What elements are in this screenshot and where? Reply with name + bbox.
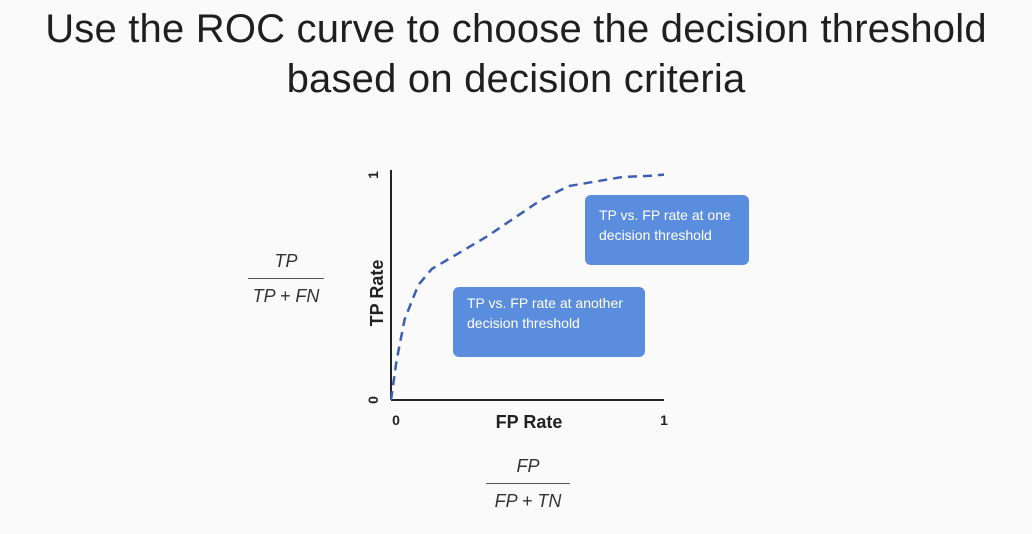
fp-rate-formula: FP FP + TN — [486, 455, 570, 512]
y-tick-label-0: 0 — [365, 396, 381, 404]
roc-curve-line — [389, 173, 665, 401]
x-tick-label-1: 1 — [660, 412, 668, 428]
tp-rate-numerator: TP — [274, 251, 298, 271]
fp-rate-fraction-bar — [486, 483, 570, 484]
y-axis-label: TP Rate — [367, 260, 387, 327]
slide-title: Use the ROC curve to choose the decision… — [0, 4, 1032, 104]
x-axis-label: FP Rate — [496, 412, 563, 432]
tp-rate-denominator: TP + FN — [252, 286, 320, 306]
y-tick-label-1: 1 — [365, 171, 381, 179]
slide-title-line1: Use the ROC curve to choose the decision… — [45, 7, 987, 51]
callout-one-threshold: TP vs. FP rate at one decision threshold — [585, 195, 749, 265]
callout-another-threshold: TP vs. FP rate at another decision thres… — [453, 287, 645, 357]
slide-title-line2: based on decision criteria — [286, 57, 746, 101]
fp-rate-denominator: FP + TN — [494, 491, 562, 511]
tp-rate-formula: TP TP + FN — [248, 250, 324, 307]
tp-rate-fraction-bar — [248, 278, 324, 279]
x-tick-label-0: 0 — [392, 412, 400, 428]
fp-rate-numerator: FP — [516, 456, 540, 476]
